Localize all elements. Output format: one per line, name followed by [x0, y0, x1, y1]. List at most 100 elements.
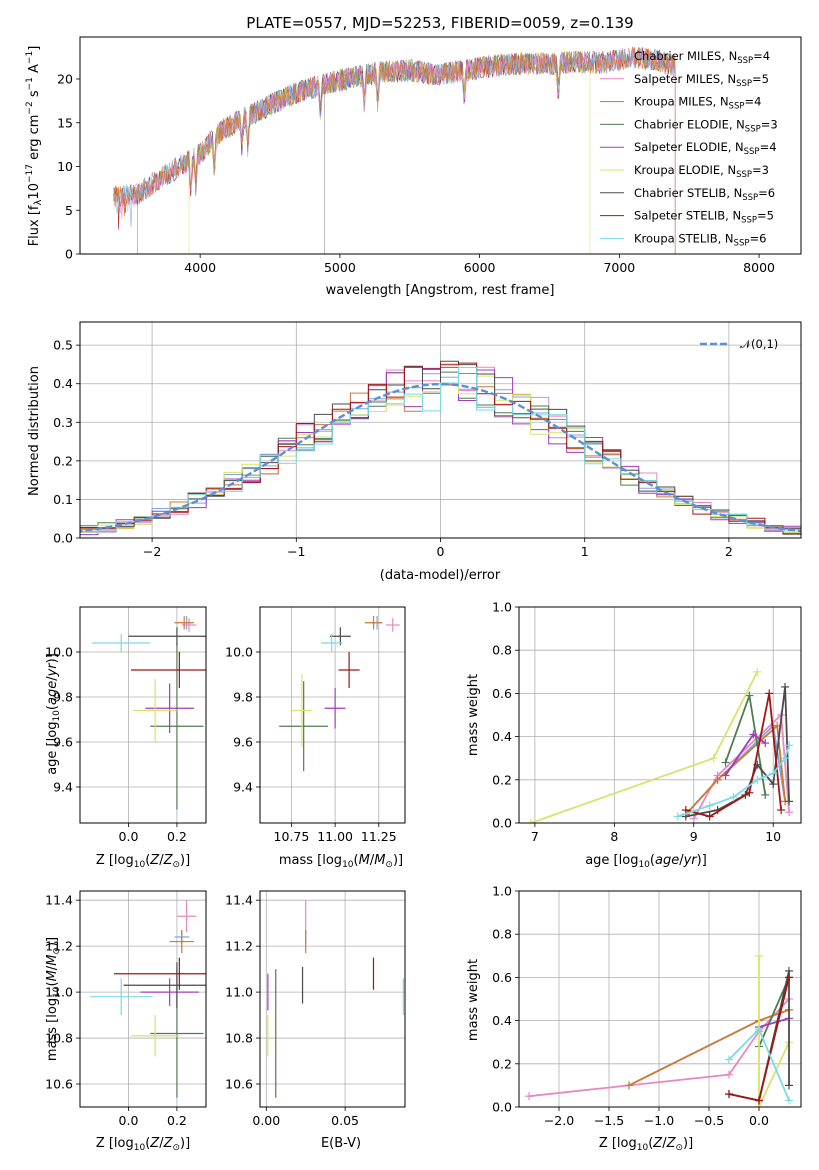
mass_vs_Z-ytick-label-4: 11.4 — [45, 893, 73, 908]
mass_vs_ebv-ytick-label-2: 11.0 — [225, 985, 253, 1000]
age_vs_Z-point-kroupa-stelib — [92, 634, 151, 652]
residuals-panel: −2 −1 0 1 2 0.0 0.1 0.2 0.3 0.4 0.5 𝒩(0,1) — [53, 321, 802, 559]
mass_vs_ebv-ytick-label-1: 10.8 — [225, 1031, 253, 1046]
weight_vs_age-ytick-label-0: 0.0 — [492, 816, 512, 831]
mass_vs_ebv-frame — [259, 890, 406, 1108]
age_vs_mass-xtick-label-2: 11.25 — [361, 829, 397, 844]
age-vs-mass-panel: 10.75 11.00 11.25 9.4 9.6 9.8 10.0 — [225, 606, 406, 844]
weight_vs_Z-frame — [518, 890, 802, 1108]
weight_vs_age-marker-salpeter-elodie-1 — [749, 730, 758, 739]
legend-entry-salpeter-miles: Salpeter MILES, NSSP=5 — [634, 72, 769, 89]
age_vs_mass-point-kroupa-elodie — [291, 674, 313, 747]
residuals-xtick-label-4: 2 — [725, 544, 733, 559]
age_vs_Z-ytick-label-3: 10.0 — [45, 645, 73, 660]
mass_vs_Z-ytick-label-1: 10.8 — [45, 1031, 73, 1046]
weight_vs_age-marker-salpeter-miles-3 — [785, 808, 794, 817]
residuals-frame — [79, 321, 802, 539]
weight_vs_Z-ytick-label-1: 0.2 — [492, 1056, 512, 1071]
weight_vs_Z-plot-area — [525, 951, 793, 1107]
age_vs_mass-point-chabrier-stelib — [329, 627, 351, 646]
weight_vs_age-marker-chabrier-elodie-2 — [761, 790, 770, 799]
age_vs_Z-point-chabrier-stelib — [128, 627, 206, 646]
age_vs_Z-point-kroupa-elodie — [133, 679, 177, 742]
weight_vs_age-xtick-label-2: 9 — [690, 829, 698, 844]
legend-entry-salpeter-elodie: Salpeter ELODIE, NSSP=4 — [634, 140, 777, 157]
mass-z-xlabel: Z [log10(Z/Z⊙)] — [96, 1136, 190, 1153]
legend-entry-kroupa-stelib: Kroupa STELIB, NSSP=6 — [634, 231, 766, 248]
weight-vs-metallicity-panel: −2.0 −1.5 −1.0 −0.5 0.0 0.0 0.2 0.4 0.6 0.8 1.0 — [492, 884, 802, 1128]
mass_vs_ebv-xtick-label-1: 0.05 — [331, 1113, 359, 1128]
age-mass-xlabel: mass [log10(M/M⊙)] — [279, 853, 403, 870]
weight_vs_age-marker-kroupa-stelib-6 — [785, 741, 794, 750]
mass-vs-metallicity-panel: 0.0 0.2 10.6 10.8 11.0 11.2 11.4 — [45, 890, 207, 1128]
residuals-xlabel: (data-model)/error — [380, 568, 501, 583]
weight_vs_Z-line-salpeter-elodie — [758, 1017, 790, 1028]
age-z-xlabel: Z [log10(Z/Z⊙)] — [96, 853, 190, 870]
age_vs_mass-point-kroupa-miles — [364, 616, 383, 630]
weight_vs_Z-ytick-label-2: 0.4 — [492, 1013, 512, 1028]
age_vs_mass-ytick-label-1: 9.6 — [233, 735, 253, 750]
spectrum-ytick-label-0: 0 — [65, 247, 73, 262]
mass_vs_Z-ytick-label-0: 10.6 — [45, 1077, 73, 1092]
age_vs_Z-frame — [79, 606, 207, 824]
weight_vs_age-marker-kroupa-stelib-0 — [673, 812, 682, 821]
age_vs_Z-point-salpeter-stelib — [130, 652, 206, 688]
age_vs_mass-ytick-label-2: 9.8 — [233, 690, 253, 705]
weight_vs_age-ytick-label-4: 0.8 — [492, 643, 512, 658]
weight_vs_age-marker-kroupa-miles-1 — [713, 775, 722, 784]
age_vs_Z-ytick-label-1: 9.6 — [53, 735, 73, 750]
weight_vs_age-plot-area — [526, 667, 794, 823]
weight_vs_Z-marker-kroupa-elodie-0 — [755, 951, 763, 960]
spectrum-plot-area — [113, 46, 676, 254]
weight_vs_Z-ytick-label-4: 0.8 — [492, 927, 512, 942]
weight_vs_age-marker-salpeter-stelib-0 — [681, 806, 690, 815]
age_vs_mass-xtick-label-0: 10.75 — [274, 829, 310, 844]
weight_vs_age-marker-kroupa-stelib-5 — [781, 754, 790, 763]
weight_vs_Z-xtick-label-3: −0.5 — [694, 1113, 724, 1128]
age_vs_mass-point-kroupa-stelib — [321, 634, 343, 652]
mass_vs_Z-xtick-label-0: 0.0 — [119, 1113, 139, 1128]
residuals-ytick-label-3: 0.3 — [53, 415, 73, 430]
spectrum-panel: 4000 5000 6000 7000 8000 0 5 10 15 20 Chabrier MIL… — [57, 36, 802, 275]
legend-entry-salpeter-stelib: Salpeter STELIB, NSSP=5 — [634, 209, 774, 226]
weight_vs_Z-marker-salpeter-stelib-0 — [725, 1090, 733, 1099]
weight_vs_age-xtick-label-0: 7 — [531, 829, 539, 844]
weight_vs_Z-ytick-label-0: 0.0 — [492, 1100, 512, 1115]
residuals-ytick-label-2: 0.2 — [53, 453, 73, 468]
weight_vs_age-ytick-label-1: 0.2 — [492, 772, 512, 787]
mass_vs_Z-point-salpeter-elodie — [140, 978, 199, 1006]
weight_vs_age-marker-chabrier-stelib-4 — [769, 780, 778, 789]
spectrum-xlabel: wavelength [Angstrom, rest frame] — [326, 283, 555, 298]
residuals-ytick-label-1: 0.1 — [53, 492, 73, 507]
weight_vs_Z-xtick-label-4: 0.0 — [749, 1113, 769, 1128]
weight-z-xlabel: Z [log10(Z/Z⊙)] — [599, 1136, 693, 1153]
residuals-ytick-label-4: 0.4 — [53, 376, 73, 391]
weight-z-ylabel: mass weight — [466, 959, 481, 1041]
spectrum-ytick-label-1: 5 — [65, 203, 73, 218]
mass_vs_ebv-ytick-label-0: 10.6 — [225, 1077, 253, 1092]
residuals-xtick-label-2: 0 — [437, 544, 445, 559]
residuals-xtick-label-3: 1 — [581, 544, 589, 559]
weight_vs_age-xtick-label-3: 10 — [765, 829, 781, 844]
weight_vs_age-marker-kroupa-elodie-2 — [753, 667, 762, 676]
spectrum-frame — [79, 36, 802, 255]
mass_vs_Z-frame — [79, 890, 207, 1108]
mass_vs_ebv-plot-area — [267, 900, 405, 1098]
residual-histogram-kroupa-stelib — [80, 367, 801, 535]
weight_vs_Z-marker-chabrier-stelib-3 — [785, 1081, 793, 1090]
weight_vs_Z-marker-salpeter-stelib-1 — [755, 1096, 763, 1105]
weight_vs_age-frame — [518, 606, 802, 824]
mass_vs_Z-point-salpeter-stelib — [113, 957, 206, 990]
weight_vs_age-marker-chabrier-elodie-1 — [745, 691, 754, 700]
age_vs_Z-xtick-label-0: 0.0 — [119, 829, 139, 844]
spectrum-xtick-label-0: 4000 — [184, 260, 216, 275]
weight_vs_age-xtick-label-1: 8 — [610, 829, 618, 844]
age_vs_mass-ytick-label-0: 9.4 — [233, 780, 253, 795]
spectrum-ytick-label-2: 10 — [57, 159, 73, 174]
mass_vs_Z-point-salpeter-miles — [176, 900, 197, 933]
mass_vs_Z-ytick-label-3: 11.2 — [45, 939, 73, 954]
residuals-plot-area — [80, 360, 801, 537]
residuals-xtick-label-0: −2 — [143, 544, 161, 559]
weight_vs_age-ytick-label-3: 0.6 — [492, 686, 512, 701]
